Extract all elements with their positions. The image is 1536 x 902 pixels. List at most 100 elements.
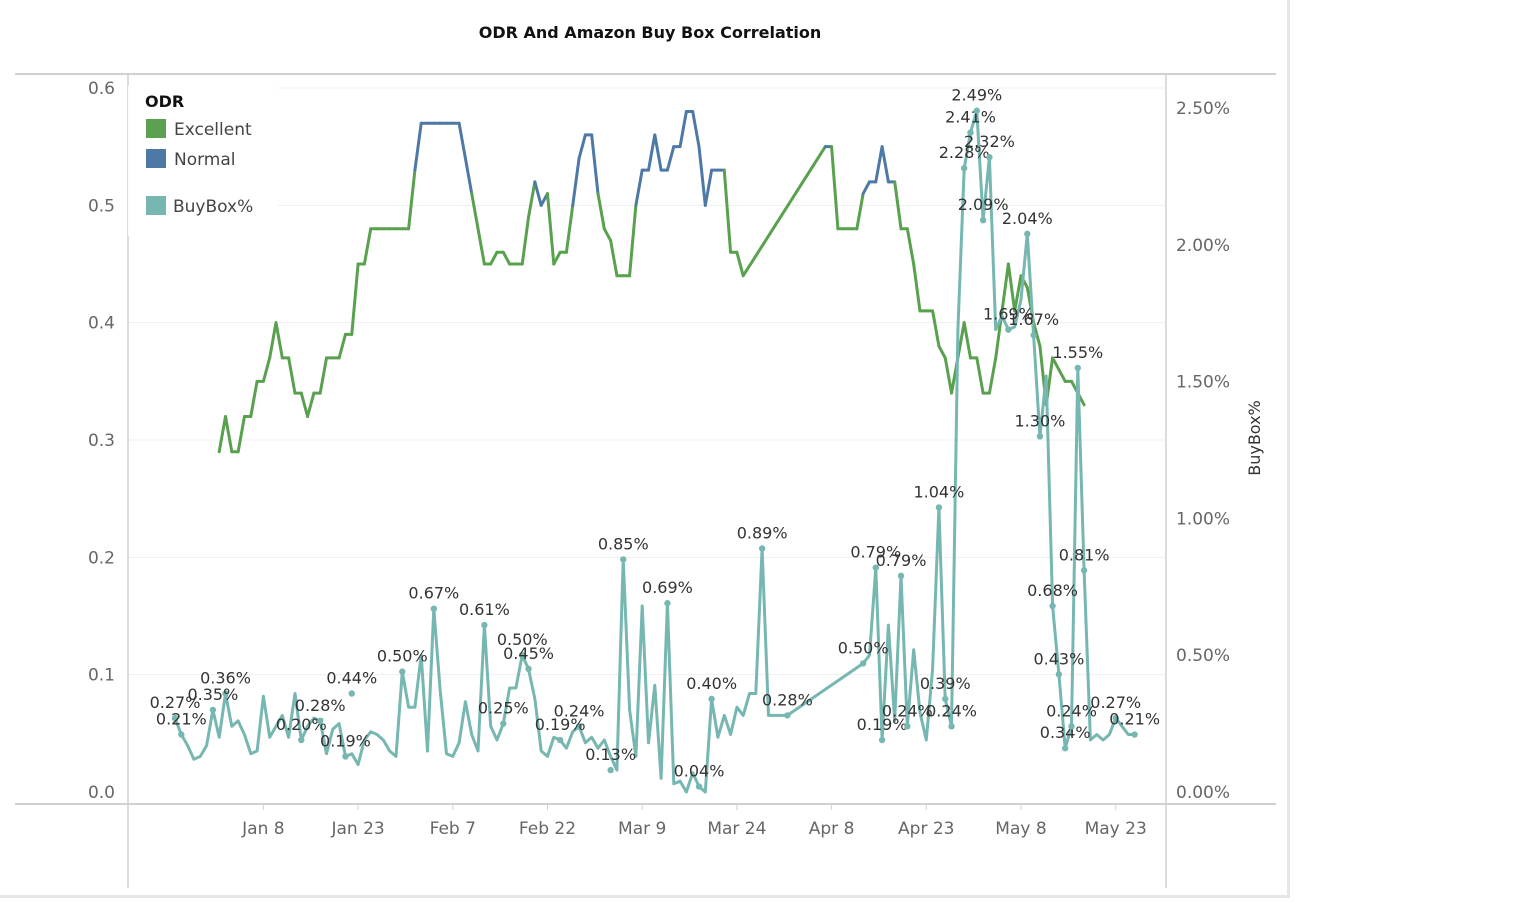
odr-line-segment	[609, 239, 619, 278]
right-tick-label: 0.00%	[1176, 783, 1230, 803]
buybox-point-marker	[904, 723, 911, 730]
buybox-point-marker	[348, 690, 355, 697]
odr-line-segment	[287, 356, 297, 395]
buybox-data-label: 0.44%	[326, 669, 377, 688]
buybox-point-marker	[986, 154, 993, 161]
buybox-data-labels: 0.27%0.21%0.36%0.35%0.20%0.19%0.28%0.44%…	[150, 86, 1160, 790]
odr-line-segment	[678, 109, 688, 149]
left-tick-label: 0.1	[88, 666, 115, 686]
buybox-data-label: 0.81%	[1059, 545, 1110, 564]
odr-line-segment	[520, 215, 531, 266]
left-tick-label: 0.2	[88, 548, 115, 568]
buybox-data-label: 2.32%	[964, 132, 1015, 151]
odr-line-segment	[1051, 356, 1061, 372]
buybox-point-marker	[878, 736, 886, 744]
odr-line-segment	[893, 180, 903, 231]
buybox-point-marker	[1049, 602, 1056, 610]
buybox-data-label: 0.34%	[1040, 723, 1091, 742]
buybox-data-label: 0.39%	[920, 674, 971, 693]
odr-line-segment	[306, 391, 316, 419]
chart-frame	[0, 0, 1290, 898]
odr-line-segment	[533, 180, 543, 207]
buybox-data-label: 1.04%	[913, 482, 964, 501]
buybox-point-marker	[430, 605, 438, 612]
odr-line-segment	[691, 109, 701, 149]
buybox-data-label: 2.04%	[1002, 209, 1053, 228]
buybox-data-label: 0.27%	[1090, 693, 1141, 712]
buybox-point-marker	[1131, 731, 1138, 738]
buybox-point-marker	[942, 695, 949, 703]
right-tick-label: 1.00%	[1176, 509, 1230, 529]
x-tick-label: Jan 8	[241, 819, 284, 839]
odr-line-segment	[931, 309, 941, 348]
buybox-data-label: 0.13%	[585, 745, 636, 764]
buybox-data-label: 0.85%	[598, 534, 649, 553]
odr-line-segment	[596, 192, 606, 231]
odr-line-segment	[236, 415, 246, 454]
buybox-point-marker	[209, 706, 217, 714]
left-tick-label: 0.3	[88, 431, 115, 451]
odr-line-segment	[665, 145, 676, 172]
odr-line-segment	[489, 250, 499, 266]
buybox-data-label: 1.67%	[1008, 310, 1059, 329]
legend: ODR Excellent Normal BuyBox%	[128, 86, 278, 236]
buybox-point-marker	[481, 621, 488, 629]
buybox-point-marker	[525, 665, 532, 673]
buybox-point-marker	[1024, 230, 1031, 238]
odr-line-segment	[463, 156, 474, 196]
x-tick-label: Apr 8	[809, 819, 855, 839]
buybox-point-marker	[979, 216, 987, 224]
left-axis-ticks: 0.0 0.1 0.2 0.3 0.4 0.5 0.6	[88, 79, 115, 803]
odr-line-segment	[912, 262, 922, 313]
legend-swatch-excellent	[146, 119, 166, 138]
buybox-data-label: 0.24%	[554, 701, 605, 720]
odr-line-segment	[1013, 274, 1023, 313]
buybox-data-label: 0.21%	[1109, 710, 1160, 729]
left-tick-label: 0.4	[88, 314, 115, 334]
buybox-data-label: 0.69%	[642, 578, 693, 597]
buybox-point-marker	[897, 572, 905, 580]
odr-line-segment	[880, 145, 890, 184]
buybox-data-label: 0.21%	[156, 710, 207, 729]
buybox-data-label: 0.24%	[1046, 701, 1097, 720]
buybox-point-marker	[872, 564, 879, 571]
odr-line-segment	[602, 227, 613, 243]
buybox-data-label: 0.50%	[838, 638, 889, 657]
odr-line-segment	[501, 250, 512, 266]
series-buybox	[173, 109, 1135, 794]
x-tick-label: Feb 7	[430, 819, 476, 839]
buybox-point-marker	[620, 556, 627, 563]
right-tick-label: 1.50%	[1176, 373, 1230, 393]
x-axis-ticks: Jan 8 Jan 23 Feb 7 Feb 22 Mar 9 Mar 24 Apr 8 Ap…	[241, 804, 1147, 839]
buybox-data-label: 0.50%	[377, 647, 428, 666]
buybox-point-marker	[1061, 745, 1069, 752]
buybox-data-label: 0.68%	[1027, 581, 1078, 600]
buybox-data-label: 0.61%	[459, 600, 510, 619]
buybox-data-label: 0.45%	[503, 644, 554, 663]
buybox-point-marker	[960, 164, 968, 172]
buybox-point-marker	[399, 668, 406, 675]
x-tick-label: Apr 23	[898, 819, 954, 839]
odr-line-segment	[943, 356, 954, 395]
odr-line-segment	[855, 192, 865, 231]
odr-line-segment	[545, 192, 556, 266]
buybox-point-marker	[1055, 671, 1063, 678]
buybox-data-label: 2.28%	[939, 143, 990, 162]
right-axis-ticks: 0.00% 0.50% 1.00% 1.50% 2.00% 2.50%	[1176, 99, 1230, 803]
legend-label-buybox: BuyBox%	[173, 197, 253, 217]
x-tick-label: Jan 23	[330, 819, 384, 839]
buybox-data-label: 1.69%	[983, 305, 1034, 324]
right-tick-label: 2.50%	[1176, 99, 1230, 119]
legend-title: ODR	[145, 92, 184, 111]
odr-line-segment	[457, 121, 467, 160]
odr-line-segment	[224, 415, 234, 454]
odr-line-segment	[987, 356, 998, 395]
odr-line-segment	[552, 250, 562, 266]
buybox-point-marker	[1030, 331, 1037, 339]
odr-line-segment	[362, 227, 373, 266]
x-tick-label: Feb 22	[519, 819, 576, 839]
odr-line-segment	[1006, 262, 1017, 313]
buybox-data-label: 0.24%	[882, 701, 933, 720]
x-tick-label: May 8	[995, 819, 1046, 839]
